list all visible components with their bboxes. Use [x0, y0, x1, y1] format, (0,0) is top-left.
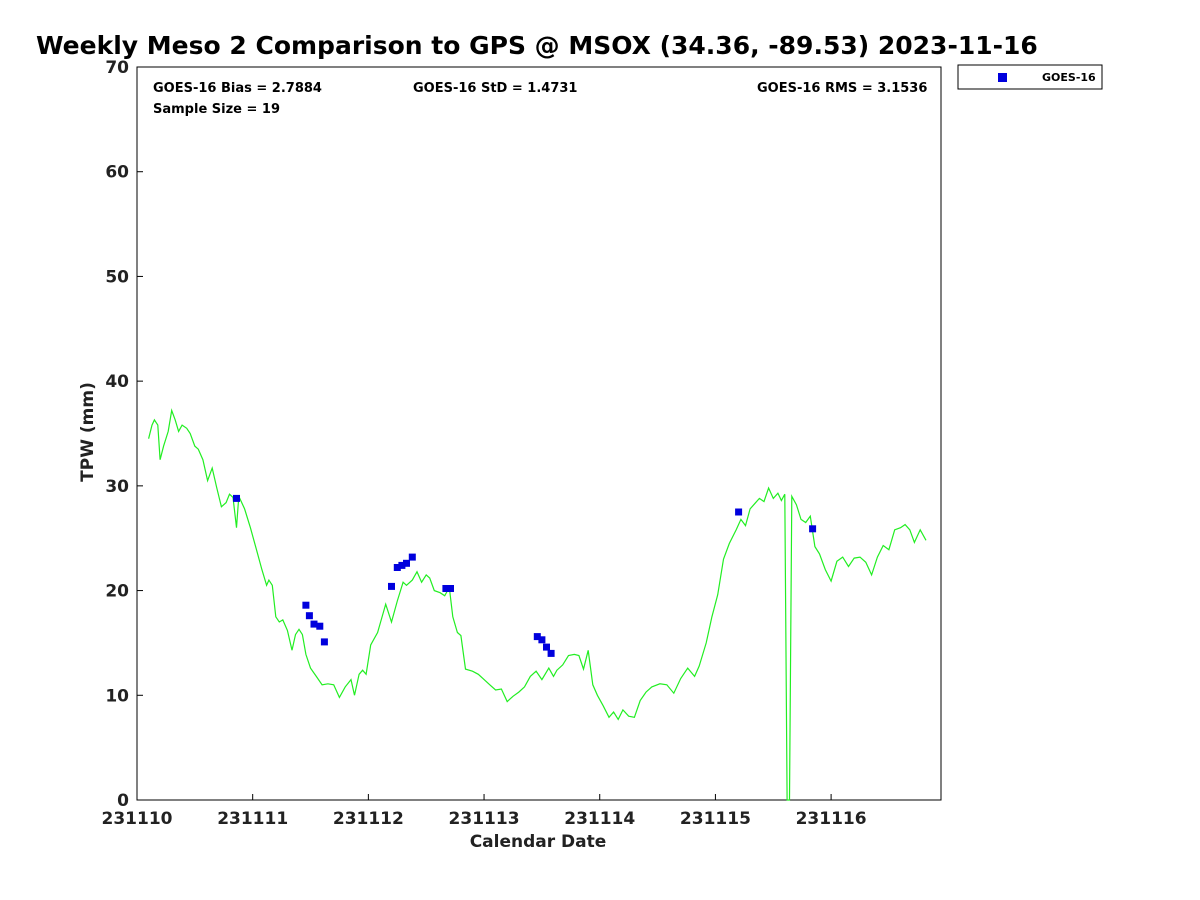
legend: GOES-16: [957, 64, 1103, 90]
goes-16-point: [403, 559, 410, 567]
y-tick-label: 10: [105, 686, 129, 706]
goes-16-point: [233, 494, 240, 502]
y-tick-label: 70: [105, 58, 129, 78]
x-axis-label: Calendar Date: [470, 832, 607, 852]
y-tick-label: 30: [105, 477, 129, 497]
goes-16-point: [809, 525, 817, 533]
goes-16-point: [735, 508, 743, 516]
x-tick-label: 231115: [680, 809, 751, 829]
goes-16-point: [538, 636, 546, 644]
std-stat: GOES-16 StD = 1.4731: [413, 81, 577, 96]
y-tick-label: 60: [105, 163, 129, 183]
y-tick-label: 0: [117, 791, 129, 811]
x-tick-label: 231116: [796, 809, 867, 829]
goes-16-point: [547, 649, 555, 657]
goes-16-point: [316, 622, 324, 630]
y-tick-label: 20: [105, 582, 129, 602]
goes-16-point: [305, 612, 313, 620]
goes-16-point: [447, 585, 454, 592]
rms-stat: GOES-16 RMS = 3.1536: [757, 81, 927, 96]
legend-box: [957, 64, 1103, 90]
goes-16-point: [302, 601, 310, 609]
y-axis-label: TPW (mm): [78, 382, 98, 482]
y-axis: 0 10 20 30 40 50 60 70: [105, 58, 143, 811]
goes-16-point: [408, 553, 416, 561]
y-tick-label: 40: [105, 372, 129, 392]
goes-16-series: [233, 494, 817, 657]
sample-size-stat: Sample Size = 19: [153, 102, 280, 117]
x-tick-label: 231112: [333, 809, 404, 829]
bias-stat: GOES-16 Bias = 2.7884: [153, 81, 322, 96]
x-tick-label: 231114: [564, 809, 635, 829]
chart-title: Weekly Meso 2 Comparison to GPS @ MSOX (…: [36, 31, 1038, 60]
goes-16-point: [543, 643, 550, 651]
y-tick-label: 50: [105, 267, 129, 287]
goes-16-point: [310, 620, 318, 628]
goes-16-point: [393, 564, 401, 571]
legend-label-goes-16: GOES-16: [1042, 71, 1096, 84]
x-tick-label: 231113: [449, 809, 520, 829]
goes-16-point: [398, 561, 406, 569]
legend-marker-goes-16: [998, 73, 1007, 82]
goes-16-point: [388, 582, 395, 590]
plot-area-frame: [136, 66, 942, 801]
goes-16-point: [320, 638, 328, 646]
gps-series-line: [148, 408, 927, 801]
x-axis: 231110 231111 231112 231113 231114 231115 2311…: [102, 794, 867, 829]
goes-16-point: [442, 585, 450, 592]
x-tick-label: 231110: [102, 809, 173, 829]
goes-16-point: [533, 633, 541, 641]
x-tick-label: 231111: [217, 809, 288, 829]
